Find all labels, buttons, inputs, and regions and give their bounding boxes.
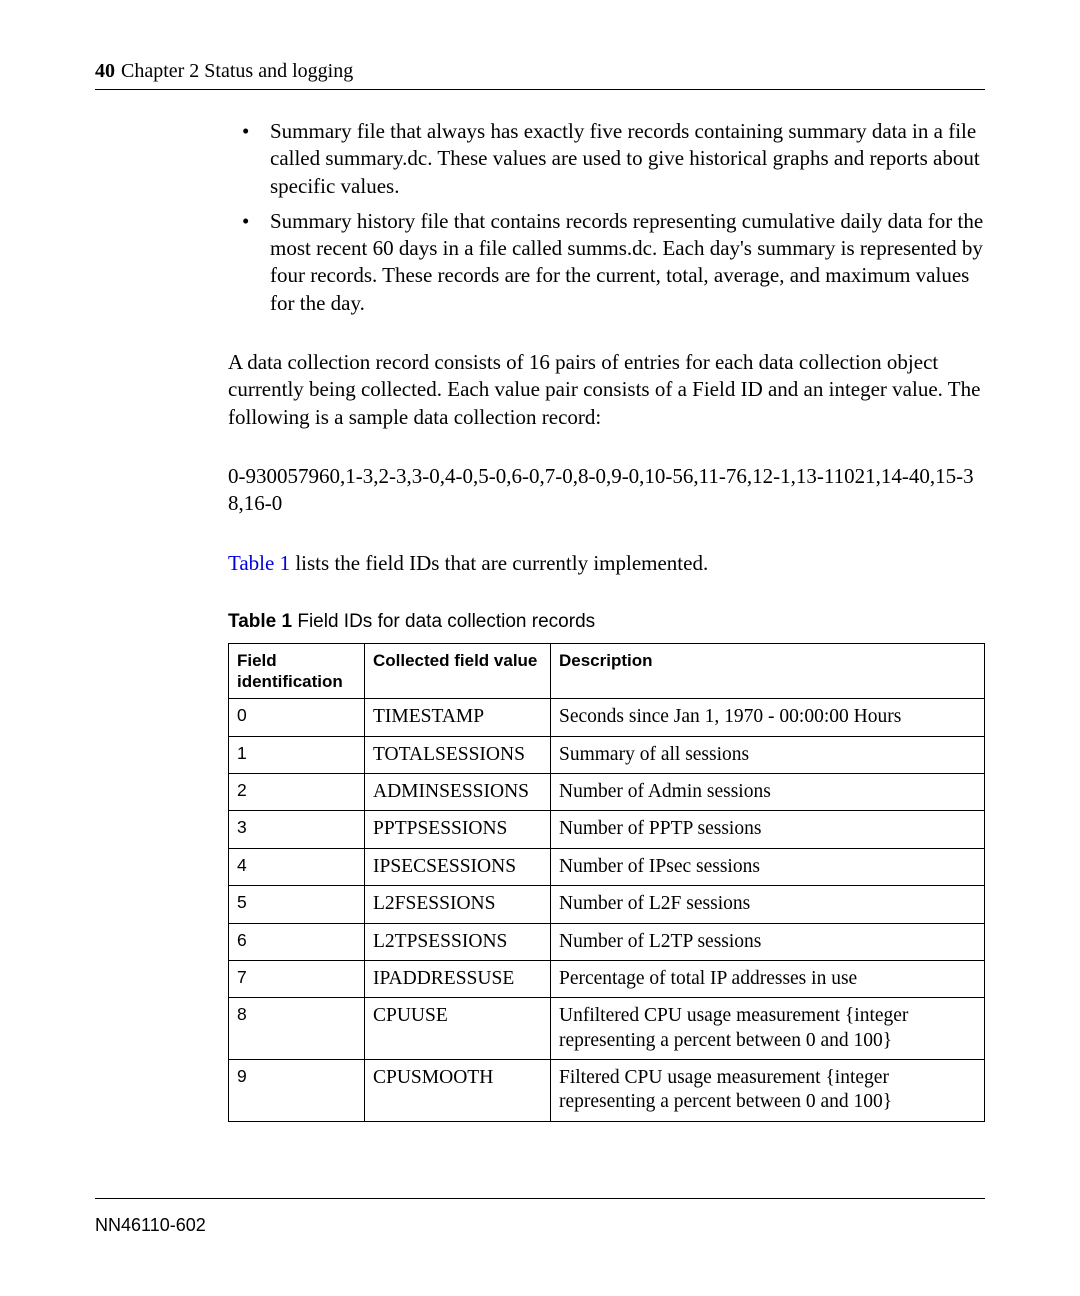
caption-text: Field IDs for data collection records: [292, 611, 595, 632]
table-row: 0TIMESTAMPSeconds since Jan 1, 1970 - 00…: [229, 699, 985, 736]
cell-description: Number of L2F sessions: [551, 886, 985, 923]
page-number: 40: [95, 60, 115, 83]
cell-field-id: 2: [229, 774, 365, 811]
col-header-value: Collected field value: [365, 643, 551, 699]
cell-field-id: 9: [229, 1060, 365, 1122]
field-id-table: Field identification Collected field val…: [228, 643, 985, 1122]
cell-field-id: 1: [229, 736, 365, 773]
cell-description: Number of PPTP sessions: [551, 811, 985, 848]
cell-field-value: IPADDRESSUSE: [365, 960, 551, 997]
page-header: 40 Chapter 2 Status and logging: [95, 60, 985, 90]
cell-description: Filtered CPU usage measurement {integer …: [551, 1060, 985, 1122]
cell-description: Number of L2TP sessions: [551, 923, 985, 960]
cell-field-id: 5: [229, 886, 365, 923]
cell-field-value: L2TPSESSIONS: [365, 923, 551, 960]
cell-field-id: 8: [229, 998, 365, 1060]
bullet-list: Summary file that always has exactly fiv…: [228, 118, 985, 317]
table-body: 0TIMESTAMPSeconds since Jan 1, 1970 - 00…: [229, 699, 985, 1122]
cell-field-value: ADMINSESSIONS: [365, 774, 551, 811]
list-item: Summary history file that contains recor…: [228, 208, 985, 317]
table-row: 7IPADDRESSUSEPercentage of total IP addr…: [229, 960, 985, 997]
cell-field-value: PPTPSESSIONS: [365, 811, 551, 848]
table-header-row: Field identification Collected field val…: [229, 643, 985, 699]
document-id: NN46110-602: [95, 1215, 206, 1235]
cell-description: Number of IPsec sessions: [551, 848, 985, 885]
table-row: 9CPUSMOOTHFiltered CPU usage measurement…: [229, 1060, 985, 1122]
cell-description: Summary of all sessions: [551, 736, 985, 773]
cell-field-value: CPUUSE: [365, 998, 551, 1060]
col-header-desc: Description: [551, 643, 985, 699]
cell-field-value: L2FSESSIONS: [365, 886, 551, 923]
chapter-title: Chapter 2 Status and logging: [121, 60, 353, 83]
cell-field-id: 4: [229, 848, 365, 885]
cell-field-id: 6: [229, 923, 365, 960]
cell-description: Number of Admin sessions: [551, 774, 985, 811]
table-row: 2ADMINSESSIONSNumber of Admin sessions: [229, 774, 985, 811]
caption-label: Table 1: [228, 611, 292, 632]
table-row: 1TOTALSESSIONSSummary of all sessions: [229, 736, 985, 773]
list-item: Summary file that always has exactly fiv…: [228, 118, 985, 200]
page-footer: NN46110-602: [95, 1198, 985, 1236]
page-content: Summary file that always has exactly fiv…: [228, 118, 985, 1122]
table-row: 8CPUUSEUnfiltered CPU usage measurement …: [229, 998, 985, 1060]
cell-field-value: TOTALSESSIONS: [365, 736, 551, 773]
table-row: 6L2TPSESSIONSNumber of L2TP sessions: [229, 923, 985, 960]
table-link[interactable]: Table 1: [228, 551, 290, 575]
table-row: 4IPSECSESSIONSNumber of IPsec sessions: [229, 848, 985, 885]
cell-description: Unfiltered CPU usage measurement {intege…: [551, 998, 985, 1060]
cell-field-id: 0: [229, 699, 365, 736]
col-header-id: Field identification: [229, 643, 365, 699]
cell-field-id: 7: [229, 960, 365, 997]
cell-field-value: TIMESTAMP: [365, 699, 551, 736]
sample-record: 0-930057960,1-3,2-3,3-0,4-0,5-0,6-0,7-0,…: [228, 463, 985, 518]
cell-description: Seconds since Jan 1, 1970 - 00:00:00 Hou…: [551, 699, 985, 736]
cell-field-value: CPUSMOOTH: [365, 1060, 551, 1122]
table-caption: Table 1 Field IDs for data collection re…: [228, 611, 985, 633]
intro-paragraph: A data collection record consists of 16 …: [228, 349, 985, 431]
table-row: 3PPTPSESSIONSNumber of PPTP sessions: [229, 811, 985, 848]
ref-tail: lists the field IDs that are currently i…: [290, 551, 708, 575]
cell-field-value: IPSECSESSIONS: [365, 848, 551, 885]
table-row: 5L2FSESSIONSNumber of L2F sessions: [229, 886, 985, 923]
table-reference: Table 1 lists the field IDs that are cur…: [228, 550, 985, 577]
cell-description: Percentage of total IP addresses in use: [551, 960, 985, 997]
cell-field-id: 3: [229, 811, 365, 848]
